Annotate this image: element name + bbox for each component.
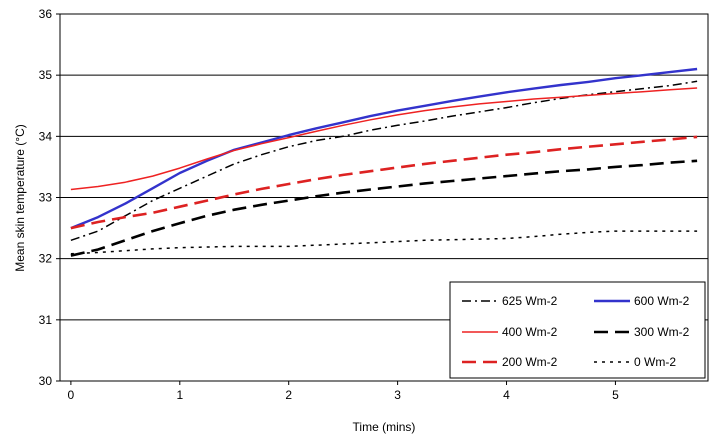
y-axis-label: Mean skin temperature (°C) bbox=[13, 124, 27, 272]
y-tick-label: 34 bbox=[39, 129, 53, 143]
series-line-625-wm-2 bbox=[70, 80, 698, 242]
y-tick-label: 30 bbox=[39, 374, 53, 388]
x-tick-label: 1 bbox=[176, 388, 183, 402]
y-tick-label: 33 bbox=[39, 191, 53, 205]
legend: 625 Wm-2 600 Wm-2 400 Wm-2 300 Wm-2 200 Wm-2… bbox=[449, 281, 706, 379]
series-line-200-wm-2 bbox=[70, 135, 698, 230]
legend-label: 400 Wm-2 bbox=[502, 325, 558, 339]
y-tick-label: 35 bbox=[39, 68, 53, 82]
y-tick-label: 36 bbox=[39, 7, 53, 21]
series-line-600-wm-2 bbox=[70, 67, 698, 230]
legend-label: 0 Wm-2 bbox=[634, 355, 676, 369]
x-tick-label: 0 bbox=[68, 388, 75, 402]
legend-label: 600 Wm-2 bbox=[634, 294, 690, 308]
x-tick-label: 5 bbox=[612, 388, 619, 402]
y-tick-label: 32 bbox=[39, 252, 53, 266]
series-line-0-wm-2 bbox=[70, 230, 698, 255]
legend-label: 200 Wm-2 bbox=[502, 355, 558, 369]
x-tick-label: 2 bbox=[285, 388, 292, 402]
series-group bbox=[70, 67, 698, 257]
legend-label: 300 Wm-2 bbox=[634, 325, 690, 339]
series-line-300-wm-2 bbox=[70, 159, 698, 257]
legend-label: 625 Wm-2 bbox=[502, 294, 558, 308]
series-line-400-wm-2 bbox=[70, 87, 698, 191]
x-tick-label: 3 bbox=[394, 388, 401, 402]
x-tick-label: 4 bbox=[503, 388, 510, 402]
x-axis-label: Time (mins) bbox=[353, 420, 416, 434]
y-tick-label: 31 bbox=[39, 313, 53, 327]
